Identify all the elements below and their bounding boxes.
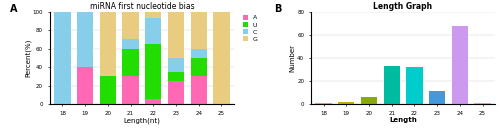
Bar xyxy=(168,81,184,104)
Bar xyxy=(406,67,422,104)
Bar xyxy=(190,49,207,58)
Bar xyxy=(145,12,162,18)
Text: A: A xyxy=(10,4,17,14)
Bar xyxy=(145,44,162,99)
Title: Length Graph: Length Graph xyxy=(374,2,432,11)
Bar xyxy=(361,97,377,104)
Bar xyxy=(122,12,139,39)
Bar xyxy=(145,18,162,44)
Bar xyxy=(213,12,230,104)
Bar xyxy=(384,66,400,104)
Bar xyxy=(190,58,207,76)
Bar xyxy=(338,102,354,104)
Bar xyxy=(429,91,446,104)
Bar xyxy=(122,49,139,76)
Bar xyxy=(54,12,70,104)
Bar xyxy=(100,12,116,76)
X-axis label: Length(nt): Length(nt) xyxy=(124,117,160,124)
Title: miRNA first nucleotide bias: miRNA first nucleotide bias xyxy=(90,2,194,11)
Bar xyxy=(122,39,139,49)
Bar xyxy=(316,103,332,104)
Legend: A, U, C, G: A, U, C, G xyxy=(240,13,260,44)
Bar xyxy=(100,76,116,104)
Bar xyxy=(122,76,139,104)
Bar xyxy=(168,58,184,72)
Bar xyxy=(77,12,94,67)
X-axis label: Length: Length xyxy=(389,117,417,123)
Bar xyxy=(168,72,184,81)
Y-axis label: Percent(%): Percent(%) xyxy=(24,39,31,77)
Bar xyxy=(168,12,184,58)
Bar xyxy=(190,76,207,104)
Bar xyxy=(77,67,94,104)
Bar xyxy=(190,12,207,49)
Bar xyxy=(474,103,490,104)
Bar xyxy=(452,26,468,104)
Y-axis label: Number: Number xyxy=(290,44,296,72)
Bar xyxy=(145,99,162,104)
Text: B: B xyxy=(274,4,281,14)
